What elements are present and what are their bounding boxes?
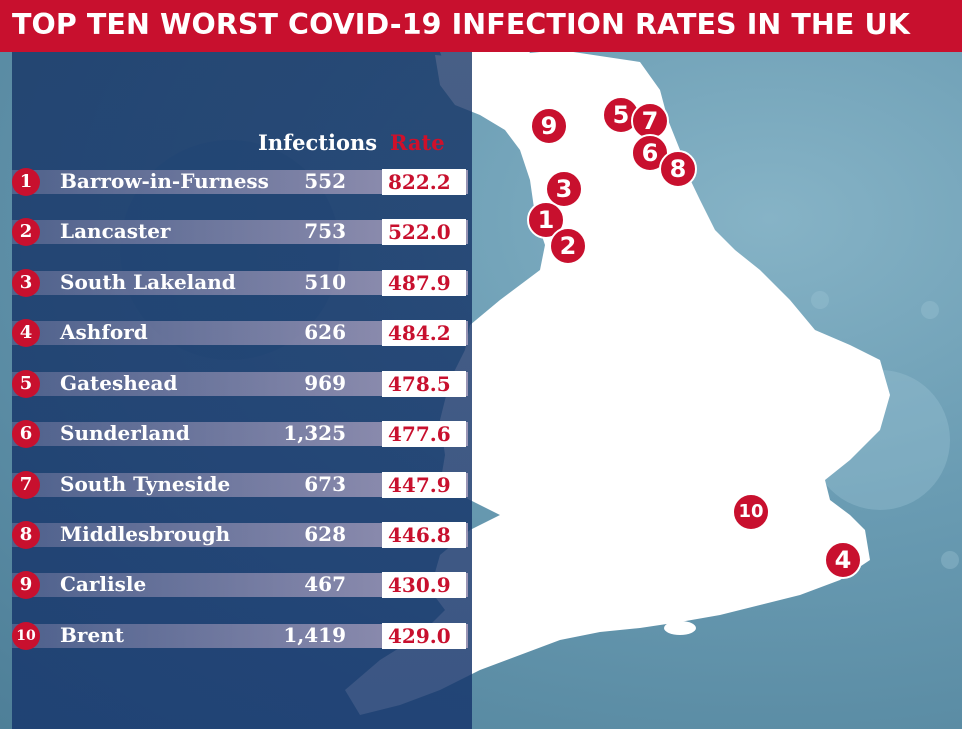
table-row: 1 Barrow-in-Furness 552 822.2 xyxy=(12,168,468,196)
area-name: South Tyneside xyxy=(60,472,231,496)
infections-value: 969 xyxy=(304,371,346,395)
infections-value: 753 xyxy=(304,219,346,243)
area-name: Barrow-in-Furness xyxy=(60,169,269,193)
map-pin-brent: 10 xyxy=(732,493,770,531)
rate-value: 446.8 xyxy=(382,522,466,548)
rank-badge: 3 xyxy=(12,269,40,297)
table-row: 7 South Tyneside 673 447.9 xyxy=(12,471,468,499)
infections-value: 1,325 xyxy=(283,421,346,445)
table-row: 10 Brent 1,419 429.0 xyxy=(12,622,468,650)
map-pin-carlisle: 9 xyxy=(530,107,568,145)
rate-value: 822.2 xyxy=(382,169,466,195)
page-title: TOP TEN WORST COVID-19 INFECTION RATES I… xyxy=(12,8,910,41)
infections-value: 467 xyxy=(304,572,346,596)
title-bar: TOP TEN WORST COVID-19 INFECTION RATES I… xyxy=(0,0,962,52)
rate-value: 430.9 xyxy=(382,572,466,598)
infections-value: 1,419 xyxy=(283,623,346,647)
table-row: 6 Sunderland 1,325 477.6 xyxy=(12,420,468,448)
table-row: 2 Lancaster 753 522.0 xyxy=(12,218,468,246)
rank-badge: 2 xyxy=(12,218,40,246)
rank-badge: 9 xyxy=(12,571,40,599)
rank-badge: 5 xyxy=(12,370,40,398)
area-name: Sunderland xyxy=(60,421,190,445)
table-row: 9 Carlisle 467 430.9 xyxy=(12,571,468,599)
infections-header: Infections xyxy=(258,130,378,155)
rank-badge: 1 xyxy=(12,168,40,196)
rank-badge: 8 xyxy=(12,521,40,549)
rank-badge: 4 xyxy=(12,319,40,347)
rank-badge: 7 xyxy=(12,471,40,499)
table-row: 4 Ashford 626 484.2 xyxy=(12,319,468,347)
map-pin-ashford: 4 xyxy=(824,541,862,579)
area-name: Brent xyxy=(60,623,124,647)
isle-of-wight xyxy=(664,621,696,635)
area-name: Middlesbrough xyxy=(60,522,231,546)
england-wales-landmass xyxy=(345,50,890,715)
infections-value: 628 xyxy=(304,522,346,546)
infections-value: 626 xyxy=(304,320,346,344)
area-name: Gateshead xyxy=(60,371,178,395)
infections-value: 510 xyxy=(304,270,346,294)
area-name: Ashford xyxy=(60,320,148,344)
map-pin-middlesbrough: 8 xyxy=(659,150,697,188)
area-name: Carlisle xyxy=(60,572,147,596)
area-name: South Lakeland xyxy=(60,270,236,294)
table-row: 5 Gateshead 969 478.5 xyxy=(12,370,468,398)
rate-value: 447.9 xyxy=(382,472,466,498)
rank-badge: 6 xyxy=(12,420,40,448)
infections-value: 552 xyxy=(304,169,346,193)
rate-value: 478.5 xyxy=(382,371,466,397)
map-pin-lancaster: 2 xyxy=(549,227,587,265)
infections-value: 673 xyxy=(304,472,346,496)
rate-value: 487.9 xyxy=(382,270,466,296)
rate-value: 429.0 xyxy=(382,623,466,649)
rate-value: 522.0 xyxy=(382,219,466,245)
rate-header: Rate xyxy=(390,130,445,155)
rate-value: 484.2 xyxy=(382,320,466,346)
table-row: 8 Middlesbrough 628 446.8 xyxy=(12,521,468,549)
table-row: 3 South Lakeland 510 487.9 xyxy=(12,269,468,297)
area-name: Lancaster xyxy=(60,219,171,243)
rank-badge: 10 xyxy=(12,622,40,650)
rate-value: 477.6 xyxy=(382,421,466,447)
